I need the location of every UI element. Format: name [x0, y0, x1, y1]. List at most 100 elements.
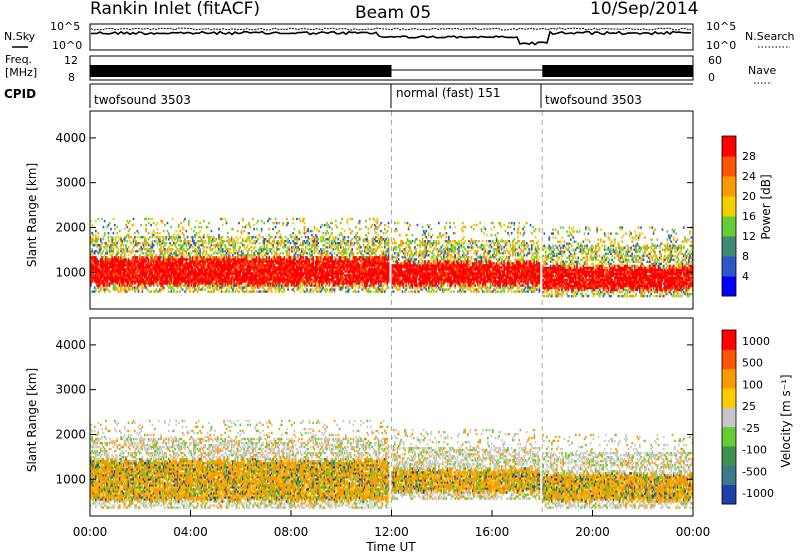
- power-cell-4433: [366, 278, 369, 281]
- power-cell-1609: [190, 282, 193, 285]
- power-cell-4214: [351, 217, 353, 221]
- power-cell-2355: [235, 256, 238, 259]
- power-cell-3861: [329, 290, 332, 293]
- power-cell-997: [151, 232, 154, 235]
- power-cell-1438: [179, 258, 181, 261]
- power-cell-4617: [376, 258, 379, 261]
- power-cell-3291: [294, 276, 297, 279]
- power-cell-3674: [318, 286, 321, 289]
- power-cell-134: [97, 260, 100, 263]
- power-cell-3242: [292, 288, 294, 291]
- power-cell-4164: [348, 266, 351, 269]
- power-cell-4608: [376, 278, 379, 281]
- power-cell-2603: [252, 278, 254, 281]
- power-cell-2440: [242, 276, 244, 279]
- power-cell-1980: [213, 270, 215, 273]
- power-cell-624: [128, 288, 131, 291]
- power-cell-4317: [358, 270, 361, 273]
- power-cell-3404: [301, 256, 303, 259]
- power-cell-3004: [277, 286, 279, 289]
- power-cell-3051: [279, 276, 282, 279]
- power-cell-4035: [340, 221, 342, 225]
- power-cell-1049: [155, 236, 157, 239]
- power-cell-3766: [323, 264, 326, 267]
- power-cell-1795: [201, 282, 204, 285]
- power-cell-2564: [249, 274, 252, 277]
- power-cell-2060: [218, 266, 220, 269]
- power-cell-3791: [324, 246, 327, 249]
- power-cell-113: [96, 260, 98, 263]
- power-cell-4041: [341, 278, 343, 281]
- power-cell-293: [107, 236, 110, 239]
- power-cell-1440: [179, 248, 181, 251]
- power-cell-2856: [267, 252, 269, 255]
- power-cell-4348: [361, 284, 364, 287]
- power-cell-2146: [223, 278, 225, 281]
- power-cell-948: [149, 262, 151, 265]
- power-cell-4731: [382, 254, 385, 257]
- power-cell-1739: [198, 268, 200, 271]
- power-cell-3321: [296, 260, 298, 263]
- power-cell-1101: [159, 264, 161, 267]
- power-cell-978: [151, 280, 154, 283]
- power-cell-1363: [175, 284, 178, 287]
- power-cell-533: [122, 264, 125, 267]
- power-cell-719: [134, 236, 136, 239]
- power-cell-2585: [250, 268, 253, 271]
- power-cell-4667: [378, 244, 381, 247]
- power-cell-2674: [255, 250, 258, 253]
- power-cell-4414: [365, 268, 367, 271]
- power-cell-4139: [347, 276, 350, 279]
- power-cell-810: [140, 223, 142, 227]
- power-cell-457: [117, 256, 120, 259]
- power-cell-1969: [211, 256, 214, 259]
- power-cell-732: [135, 250, 137, 253]
- power-cell-4088: [343, 256, 346, 259]
- power-cell-3069: [280, 286, 283, 289]
- power-cell-2024: [215, 258, 218, 261]
- power-cell-725: [135, 274, 137, 277]
- power-cell-2085: [219, 260, 222, 263]
- power-cell-758: [137, 286, 140, 289]
- power-cell-996: [151, 234, 154, 237]
- power-cell-2854: [267, 258, 269, 261]
- power-cell-3637: [316, 276, 318, 279]
- freq-label: Freq.: [5, 53, 32, 66]
- power-cell-1585: [188, 240, 190, 243]
- power-cell-2777: [262, 240, 264, 243]
- power-cell-2125: [221, 282, 224, 285]
- power-cell-3055: [279, 268, 282, 271]
- power-cell-4344: [360, 250, 362, 253]
- power-cell-4574: [373, 248, 376, 251]
- power-cell-1661: [193, 240, 195, 243]
- power-cell-4044: [341, 272, 343, 275]
- power-cell-2464: [243, 274, 245, 277]
- power-cell-3295: [294, 268, 297, 271]
- power-cell-3316: [296, 270, 298, 273]
- power-cell-946: [149, 266, 151, 269]
- power-cell-2469: [243, 264, 245, 267]
- power-cell-4494: [370, 284, 372, 287]
- power-cell-942: [149, 274, 151, 277]
- power-cell-3311: [296, 280, 298, 283]
- power-cell-4705: [381, 264, 384, 267]
- power-cell-3250: [292, 270, 294, 273]
- power-cell-4284: [356, 242, 358, 245]
- power-cell-1813: [201, 242, 204, 245]
- power-cell-4298: [357, 266, 360, 269]
- power-cell-4599: [375, 244, 377, 247]
- power-cell-1172: [162, 264, 165, 267]
- power-cell-3928: [333, 266, 336, 269]
- power-cell-1839: [204, 276, 206, 279]
- power-cell-852: [142, 236, 145, 239]
- power-cell-4771: [385, 256, 387, 259]
- power-cell-1064: [156, 260, 159, 263]
- power-cell-57: [92, 244, 95, 247]
- power-cell-4584: [375, 282, 377, 285]
- power-cell-2648: [254, 266, 257, 269]
- power-cell-3909: [332, 272, 335, 275]
- power-cell-4292: [357, 278, 360, 281]
- power-cell-280: [107, 278, 110, 281]
- power-cell-1100: [159, 266, 161, 269]
- power-cell-699: [134, 288, 136, 291]
